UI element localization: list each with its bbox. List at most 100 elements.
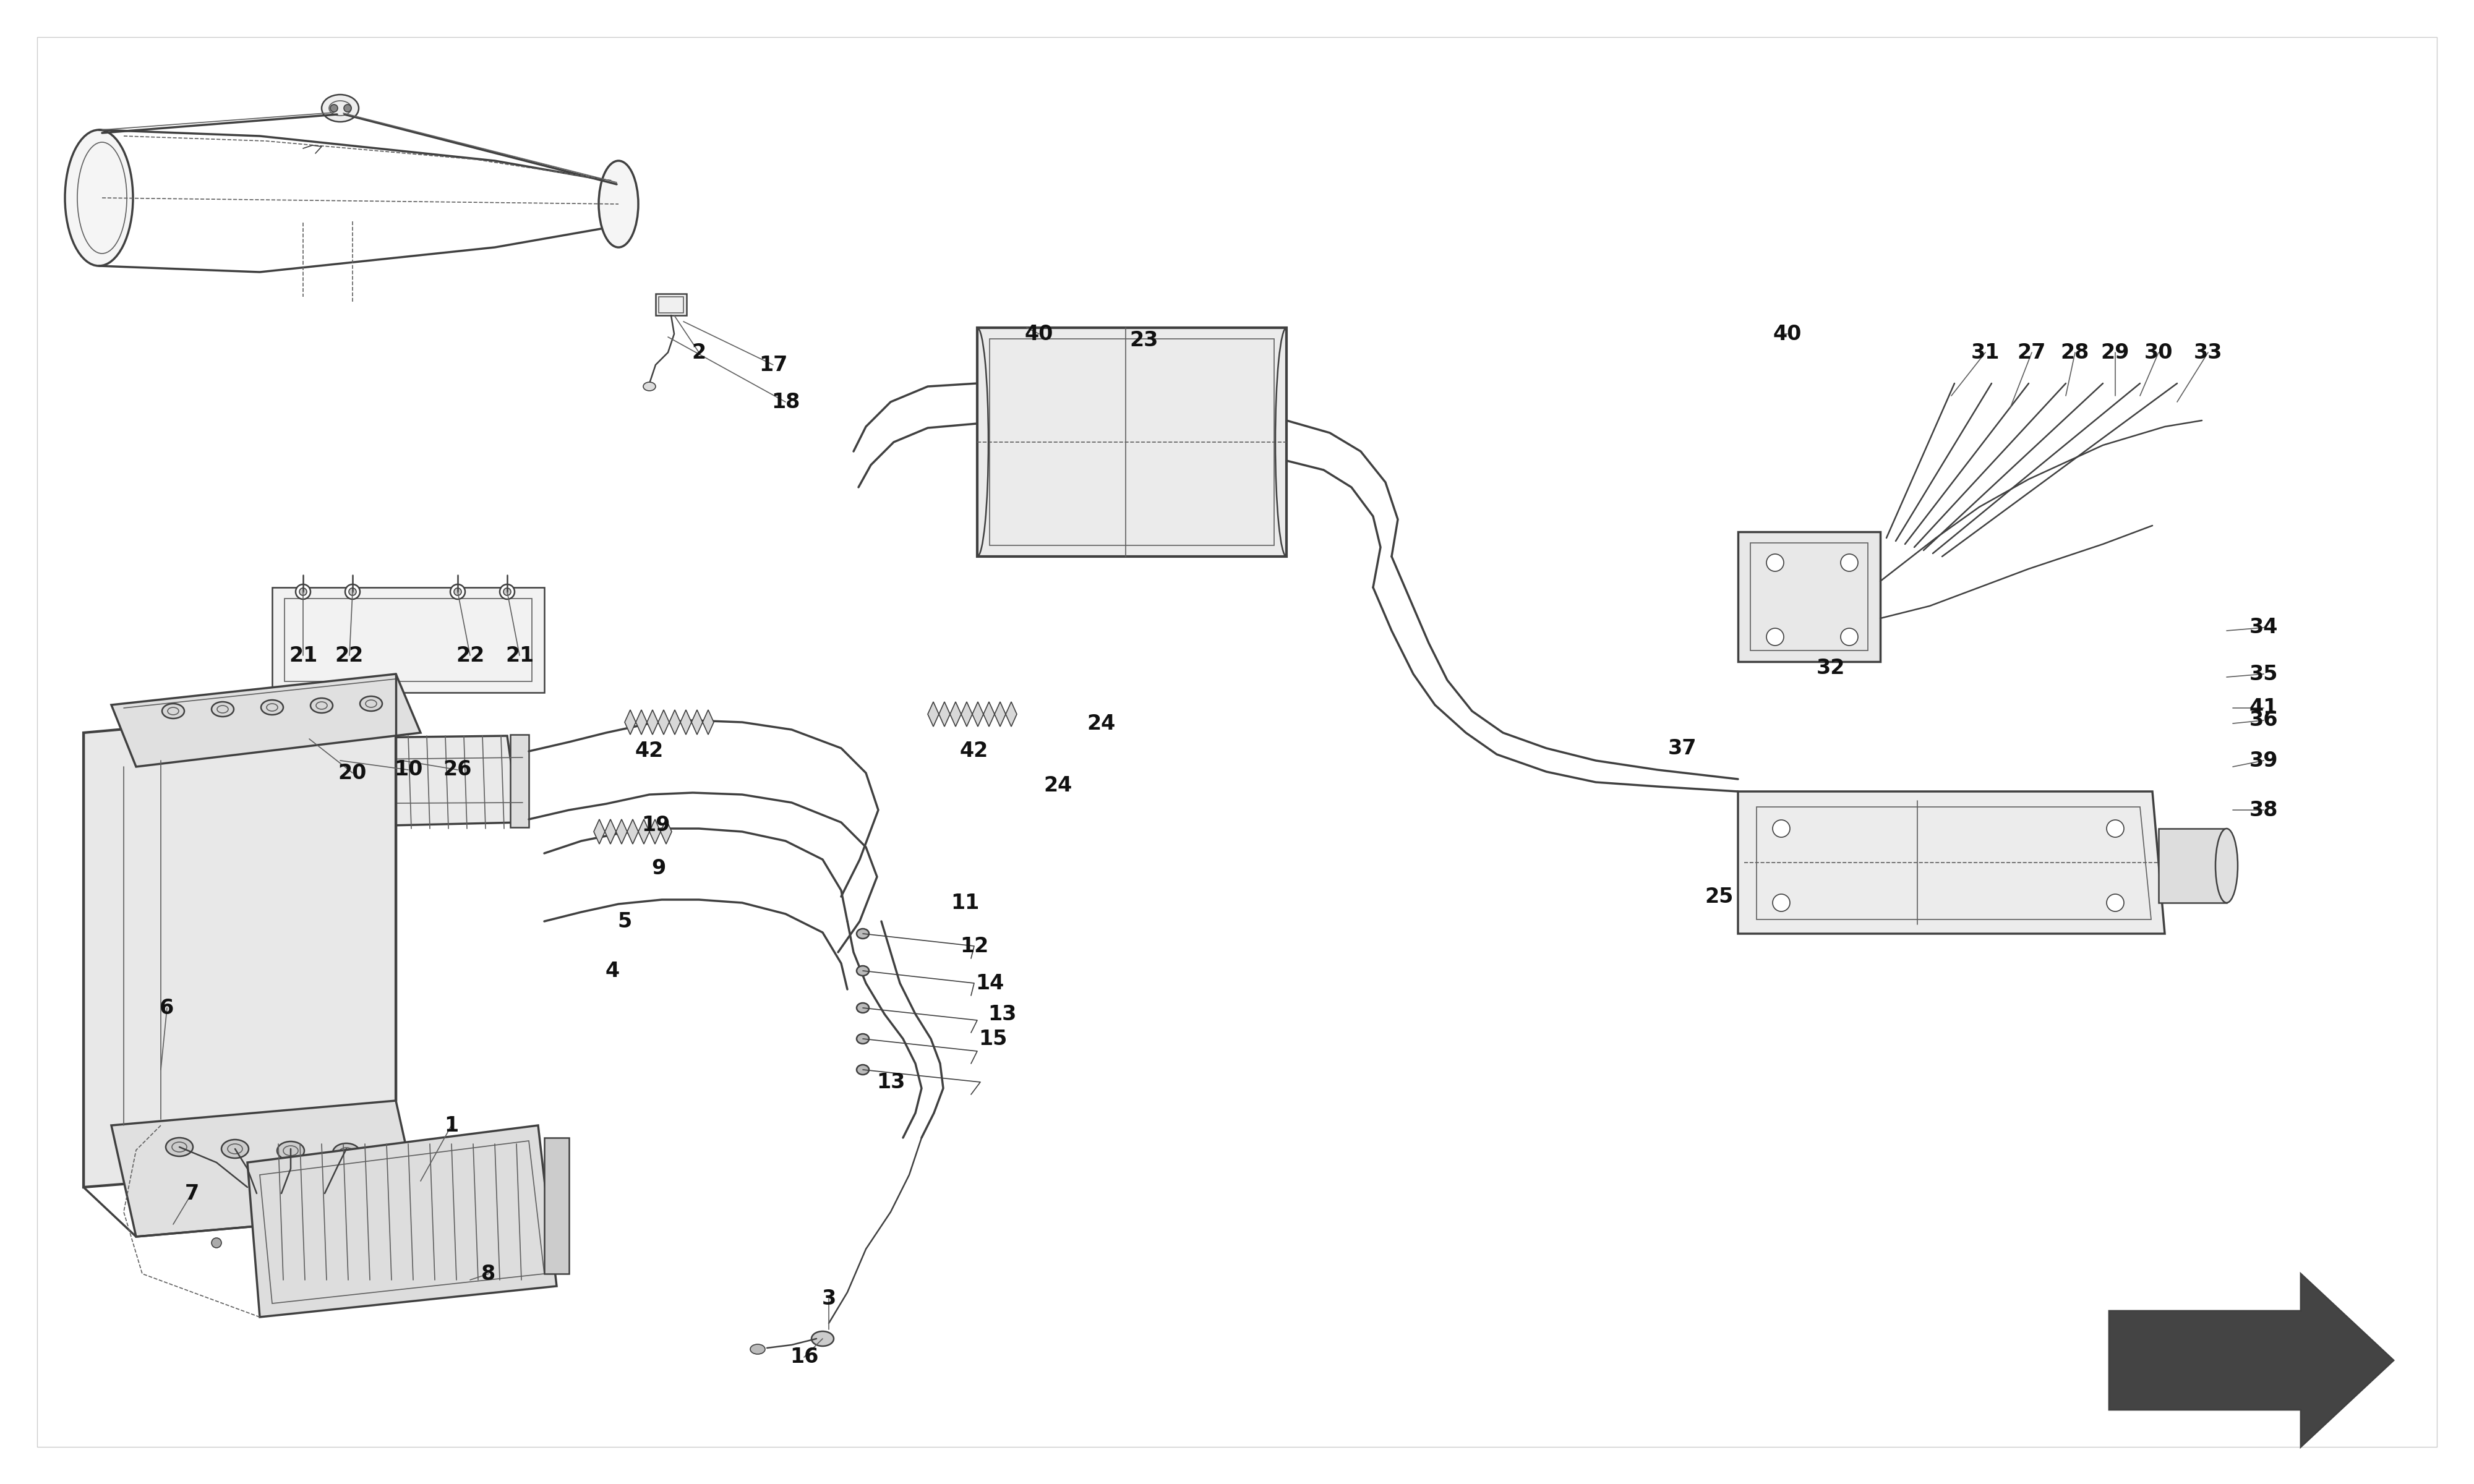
Polygon shape bbox=[623, 709, 636, 735]
Ellipse shape bbox=[349, 588, 356, 595]
Ellipse shape bbox=[163, 703, 183, 718]
Text: 22: 22 bbox=[455, 646, 485, 666]
Text: 6: 6 bbox=[161, 997, 173, 1018]
Polygon shape bbox=[272, 588, 544, 693]
Polygon shape bbox=[604, 819, 616, 844]
Polygon shape bbox=[658, 709, 668, 735]
Ellipse shape bbox=[856, 966, 868, 976]
Text: 5: 5 bbox=[618, 911, 631, 932]
Polygon shape bbox=[257, 733, 275, 831]
Text: 39: 39 bbox=[2249, 751, 2279, 770]
Polygon shape bbox=[977, 328, 1286, 556]
Text: 29: 29 bbox=[2100, 343, 2130, 362]
Text: 25: 25 bbox=[1705, 886, 1734, 907]
Text: 14: 14 bbox=[975, 974, 1004, 993]
Text: 21: 21 bbox=[289, 646, 317, 666]
Text: 7: 7 bbox=[186, 1183, 198, 1204]
Polygon shape bbox=[656, 294, 688, 315]
Ellipse shape bbox=[856, 1034, 868, 1043]
Ellipse shape bbox=[599, 160, 638, 248]
Ellipse shape bbox=[223, 1140, 247, 1158]
Ellipse shape bbox=[213, 702, 233, 717]
Polygon shape bbox=[950, 702, 960, 727]
Text: 21: 21 bbox=[505, 646, 534, 666]
Ellipse shape bbox=[361, 696, 381, 711]
Text: 42: 42 bbox=[960, 741, 990, 761]
Ellipse shape bbox=[811, 1331, 834, 1346]
Ellipse shape bbox=[2217, 828, 2236, 902]
Ellipse shape bbox=[856, 1066, 868, 1074]
Polygon shape bbox=[260, 736, 520, 828]
Polygon shape bbox=[628, 819, 638, 844]
Polygon shape bbox=[247, 1125, 557, 1318]
Polygon shape bbox=[111, 674, 421, 767]
Text: 40: 40 bbox=[1774, 324, 1801, 344]
Polygon shape bbox=[648, 709, 658, 735]
Text: 17: 17 bbox=[760, 355, 787, 375]
Polygon shape bbox=[1737, 531, 1880, 662]
Text: 24: 24 bbox=[1044, 775, 1071, 795]
Ellipse shape bbox=[332, 104, 336, 111]
Polygon shape bbox=[544, 1138, 569, 1273]
Polygon shape bbox=[940, 702, 950, 727]
Text: 2: 2 bbox=[693, 343, 705, 362]
Ellipse shape bbox=[643, 381, 656, 390]
Polygon shape bbox=[84, 705, 396, 1187]
Ellipse shape bbox=[1771, 893, 1791, 911]
Text: 4: 4 bbox=[606, 960, 618, 981]
Ellipse shape bbox=[344, 104, 351, 111]
Ellipse shape bbox=[346, 585, 361, 600]
Ellipse shape bbox=[262, 700, 282, 715]
Ellipse shape bbox=[750, 1345, 764, 1353]
Ellipse shape bbox=[455, 588, 460, 595]
Ellipse shape bbox=[166, 1138, 193, 1156]
Text: 9: 9 bbox=[651, 859, 666, 879]
Polygon shape bbox=[960, 702, 972, 727]
Text: 30: 30 bbox=[2145, 343, 2172, 362]
Ellipse shape bbox=[856, 929, 868, 938]
Ellipse shape bbox=[213, 1238, 223, 1248]
Text: 32: 32 bbox=[1816, 657, 1846, 678]
Polygon shape bbox=[680, 709, 693, 735]
Polygon shape bbox=[638, 819, 648, 844]
Text: 34: 34 bbox=[2249, 617, 2279, 638]
Polygon shape bbox=[1004, 702, 1017, 727]
Text: 10: 10 bbox=[393, 760, 423, 781]
Polygon shape bbox=[510, 735, 529, 828]
Ellipse shape bbox=[856, 1003, 868, 1012]
Ellipse shape bbox=[505, 588, 512, 595]
Polygon shape bbox=[111, 1101, 421, 1236]
Polygon shape bbox=[2108, 1273, 2395, 1447]
Polygon shape bbox=[636, 709, 648, 735]
Text: 18: 18 bbox=[772, 392, 799, 413]
Text: 33: 33 bbox=[2194, 343, 2222, 362]
Polygon shape bbox=[648, 819, 661, 844]
Text: 16: 16 bbox=[789, 1347, 819, 1367]
Text: 31: 31 bbox=[1972, 343, 1999, 362]
Ellipse shape bbox=[1771, 819, 1791, 837]
Text: 28: 28 bbox=[2061, 343, 2091, 362]
Ellipse shape bbox=[2108, 893, 2123, 911]
Polygon shape bbox=[995, 702, 1004, 727]
Text: 19: 19 bbox=[641, 815, 670, 835]
Text: 40: 40 bbox=[1024, 324, 1054, 344]
Text: 27: 27 bbox=[2016, 343, 2046, 362]
Text: 12: 12 bbox=[960, 936, 990, 956]
Polygon shape bbox=[1737, 791, 2165, 933]
Ellipse shape bbox=[299, 588, 307, 595]
Text: 36: 36 bbox=[2249, 711, 2279, 730]
Text: 15: 15 bbox=[977, 1028, 1007, 1049]
Text: 3: 3 bbox=[821, 1288, 836, 1309]
Text: 11: 11 bbox=[950, 892, 980, 913]
Ellipse shape bbox=[312, 697, 332, 712]
Ellipse shape bbox=[277, 1141, 304, 1160]
Ellipse shape bbox=[1841, 628, 1858, 646]
Text: 37: 37 bbox=[1667, 738, 1697, 758]
Ellipse shape bbox=[322, 95, 359, 122]
Text: 13: 13 bbox=[876, 1071, 905, 1092]
Ellipse shape bbox=[2108, 819, 2123, 837]
Polygon shape bbox=[616, 819, 628, 844]
Text: 23: 23 bbox=[1131, 329, 1158, 350]
Text: 38: 38 bbox=[2249, 800, 2279, 821]
Text: 20: 20 bbox=[339, 763, 366, 784]
